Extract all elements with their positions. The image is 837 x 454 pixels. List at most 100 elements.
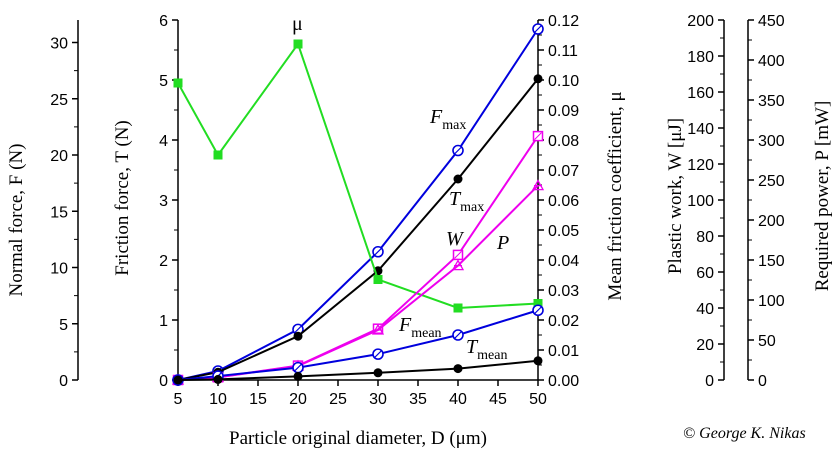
friction-force-axis-tick-label: 0	[159, 373, 168, 390]
series-fmax-point-slash	[293, 324, 303, 334]
required-power-axis-tick-label: 250	[758, 173, 785, 190]
series-mu-point	[173, 78, 183, 88]
friction-coefficient-axis-tick-label: 0.10	[548, 73, 579, 90]
series-fmax-point	[372, 245, 384, 258]
friction-coefficient-axis-tick-label: 0.07	[548, 163, 579, 180]
x-axis-tick-label: 15	[249, 391, 267, 408]
x-axis-tick-label: 10	[209, 391, 227, 408]
required-power-axis-title: Required power, P [mW]	[812, 101, 833, 292]
normal-force-axis-tick-label: 5	[59, 317, 68, 334]
annotation-tmean: Tmean	[466, 336, 507, 363]
annotation-p: P	[496, 232, 509, 254]
friction-coefficient-axis-tick-label: 0.01	[548, 343, 579, 360]
normal-force-axis-tick-label: 25	[50, 92, 68, 109]
series-mu-point	[293, 39, 303, 49]
friction-force-axis-tick-label: 2	[159, 253, 168, 270]
required-power-axis-tick-label: 150	[758, 253, 785, 270]
required-power-axis-tick-label: 100	[758, 293, 785, 310]
friction-coefficient-axis-tick-label: 0.00	[548, 373, 579, 390]
series-fmax-point-slash	[533, 24, 543, 34]
friction-coefficient-axis-tick-label: 0.08	[548, 133, 579, 150]
friction-coefficient-axis-title: Mean friction coefficient, μ	[605, 91, 626, 300]
required-power-axis-tick-label: 300	[758, 133, 785, 150]
series-mu-point	[213, 150, 223, 160]
x-axis-tick-label: 5	[174, 391, 183, 408]
series-mu-point	[453, 303, 463, 313]
series-fmean-point	[532, 304, 544, 317]
series-mu-point	[373, 275, 383, 284]
series-fmean-point	[292, 361, 304, 374]
series-tmean-line	[177, 359, 539, 381]
friction-coefficient-axis-tick-label: 0.11	[548, 43, 578, 60]
plastic-work-axis-tick-label: 40	[696, 301, 714, 318]
series-fmean-point-slash	[293, 363, 303, 373]
required-power-axis-tick-label: 350	[758, 93, 785, 110]
series-fmean-line	[177, 309, 539, 381]
friction-force-axis-tick-label: 5	[159, 73, 168, 90]
series-tmax-point	[533, 74, 543, 84]
series-fmean-point-slash	[373, 349, 383, 359]
x-axis-title: Particle original diameter, D (μm)	[229, 428, 487, 449]
plastic-work-axis-tick-label: 20	[696, 337, 714, 354]
series-tmean-point	[453, 364, 463, 374]
friction-coefficient-axis-tick-label: 0.09	[548, 103, 579, 120]
plastic-work-axis-tick-label: 0	[705, 373, 714, 390]
x-axis-tick-label: 25	[329, 391, 347, 408]
friction-force-axis-title: Friction force, T (N)	[112, 120, 133, 275]
series-tmean-point	[213, 374, 223, 384]
labels-layer: μ Fmax Tmax W P Fmean Tmean	[292, 13, 509, 363]
series-tmean-point	[293, 371, 303, 381]
normal-force-axis-tick-label: 15	[50, 204, 68, 221]
friction-force-axis-tick-label: 4	[159, 133, 168, 150]
series-w-line	[177, 135, 539, 381]
friction-coefficient-axis-tick-label: 0.04	[548, 253, 579, 270]
series-mu-line	[177, 41, 539, 310]
normal-force-axis-title: Normal force, F (N)	[6, 143, 27, 296]
plastic-work-axis-tick-label: 140	[687, 121, 714, 138]
required-power-axis-tick-label: 50	[758, 333, 776, 350]
annotation-tmax: Tmax	[449, 188, 484, 215]
annotation-mu: μ	[292, 13, 303, 35]
series-tmax-line	[177, 78, 539, 381]
required-power-axis-tick-label: 450	[758, 13, 785, 30]
friction-force-axis-tick-label: 1	[159, 313, 168, 330]
series-w-point	[532, 130, 544, 142]
series-p-line	[177, 184, 539, 381]
plastic-work-axis-tick-label: 160	[687, 85, 714, 102]
annotation-fmean: Fmean	[398, 314, 442, 341]
friction-coefficient-axis-tick-label: 0.03	[548, 283, 579, 300]
series-tmean-point	[373, 368, 383, 378]
series-fmax-point	[532, 23, 544, 35]
series-tmax-point	[453, 174, 463, 184]
normal-force-axis-tick-label: 30	[50, 36, 68, 53]
friction-coefficient-axis-tick-label: 0.06	[548, 193, 579, 210]
series-fmean-point-slash	[533, 305, 543, 315]
series-mu-point	[533, 299, 543, 308]
plastic-work-axis-tick-label: 60	[696, 265, 714, 282]
normal-force-axis-tick-label: 20	[50, 148, 68, 165]
friction-force-axis-tick-label: 6	[159, 13, 168, 30]
friction-coefficient-axis-tick-label: 0.02	[548, 313, 579, 330]
plastic-work-axis-tick-label: 80	[696, 229, 714, 246]
series-fmax-point-slash	[453, 146, 463, 155]
required-power-axis-tick-label: 0	[758, 373, 767, 390]
plastic-work-axis-tick-label: 200	[687, 13, 714, 30]
plastic-work-axis-tick-label: 100	[687, 193, 714, 210]
normal-force-axis-tick-label: 0	[59, 373, 68, 390]
copyright-text: © George K. Nikas	[683, 425, 806, 442]
series-tmean-point	[173, 375, 183, 385]
series-tmean-point	[533, 356, 543, 366]
series-layer	[171, 23, 545, 386]
series-fmean-point-slash	[453, 330, 463, 340]
plastic-work-axis-tick-label: 120	[687, 157, 714, 174]
x-axis-tick-label: 45	[489, 391, 507, 408]
x-axis-tick-label: 40	[449, 391, 467, 408]
annotation-w: W	[446, 228, 465, 250]
series-w-point	[452, 249, 464, 261]
plastic-work-axis-title: Plastic work, W [μJ]	[665, 118, 686, 274]
normal-force-axis-tick-label: 10	[50, 261, 68, 278]
series-fmean-point	[372, 348, 384, 360]
series-tmax-point	[293, 331, 303, 341]
series-w-point-slash	[454, 251, 462, 259]
